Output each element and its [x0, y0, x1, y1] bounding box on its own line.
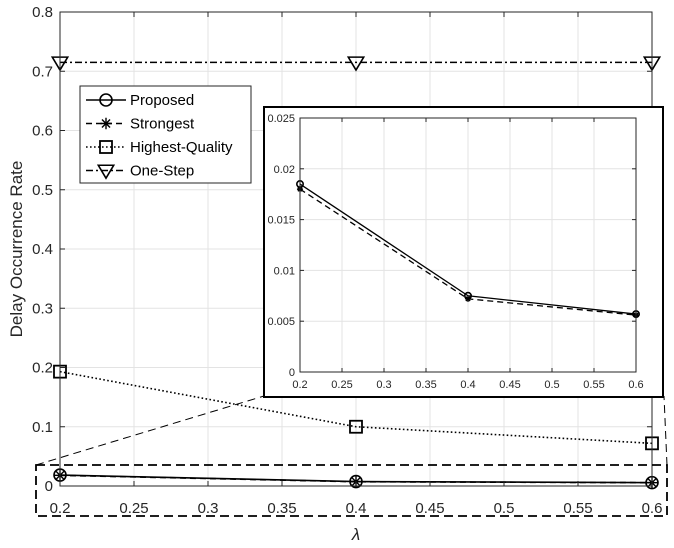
zoom-connector-left [35, 395, 265, 466]
x-tick-label: 0.4 [346, 500, 367, 517]
inset-y-tick-label: 0.005 [267, 316, 295, 328]
inset-series-line [299, 183, 637, 315]
ticks: 0.2 0.25 0.3 0.35 0.4 0.45 0.5 0.55 0.600.10.20.… [32, 4, 662, 517]
series-line [59, 474, 653, 484]
x-axis-label: λ [351, 525, 360, 544]
x-tick-label: 0.6 [642, 500, 663, 517]
legend-label: Strongest [130, 116, 195, 133]
y-axis-label: Delay Occurrence Rate [7, 161, 26, 338]
inset-data-point [464, 295, 472, 302]
y-tick-label: 0.5 [32, 182, 53, 199]
inset-x-tick-label: 0.55 [583, 379, 604, 391]
data-point [346, 56, 366, 72]
data-point [349, 419, 363, 434]
y-tick-label: 0.8 [32, 4, 53, 21]
legend-marker [99, 93, 113, 107]
inset-x-tick-label: 0.35 [415, 379, 436, 391]
inset-x-tick-label: 0.45 [499, 379, 520, 391]
legend-marker [100, 117, 112, 130]
inset-y-tick-label: 0.01 [274, 265, 295, 277]
inset-x-tick-label: 0.5 [544, 379, 559, 391]
legend-label: Highest-Quality [130, 139, 233, 156]
y-tick-label: 0.2 [32, 360, 53, 377]
series-line [59, 370, 653, 445]
legend-label: One-Step [130, 163, 194, 180]
zoom-connector-right [663, 395, 668, 466]
x-tick-label: 0.25 [119, 500, 148, 517]
y-tick-label: 0 [45, 478, 53, 495]
inset-y-tick-label: 0.025 [267, 113, 295, 125]
y-tick-label: 0.3 [32, 300, 53, 317]
x-tick-label: 0.3 [198, 500, 219, 517]
x-tick-label: 0.45 [415, 500, 444, 517]
inset-grid [300, 118, 636, 372]
legend-marker [96, 164, 116, 180]
inset-x-tick-label: 0.3 [376, 379, 391, 391]
legend-entry: Strongest [86, 116, 195, 133]
inset-chart: 0.2 0.25 0.3 0.35 0.4 0.45 0.5 0.55 0.6 0 0.005 0.0… [263, 106, 664, 398]
legend-box [79, 85, 252, 184]
legend: Proposed Strongest Highest-Quality One-Step [79, 85, 252, 184]
x-tick-label: 0.55 [563, 500, 592, 517]
legend-entry: Proposed [86, 92, 194, 109]
y-tick-label: 0.7 [32, 63, 53, 80]
inset-y-tick-label: 0 [289, 367, 295, 379]
x-tick-label: 0.2 [50, 500, 71, 517]
inset-y-tick-label: 0.02 [274, 164, 295, 176]
x-tick-label: 0.35 [267, 500, 296, 517]
zoom-box [35, 464, 668, 517]
inset-background [263, 106, 664, 398]
x-tick-label: 0.5 [494, 500, 515, 517]
y-tick-label: 0.1 [32, 419, 53, 436]
y-tick-label: 0.4 [32, 241, 53, 258]
inset-y-tick-label: 0.015 [267, 215, 295, 227]
legend-entry: Highest-Quality [86, 139, 233, 156]
legend-entry: One-Step [86, 163, 194, 180]
inset-x-tick-label: 0.6 [628, 379, 643, 391]
legend-marker [99, 140, 113, 154]
zoom-region [35, 395, 668, 517]
inset-x-tick-label: 0.25 [331, 379, 352, 391]
y-tick-label: 0.6 [32, 123, 53, 140]
inset-x-tick-label: 0.4 [460, 379, 475, 391]
inset-x-tick-label: 0.2 [292, 379, 307, 391]
legend-label: Proposed [130, 92, 194, 109]
